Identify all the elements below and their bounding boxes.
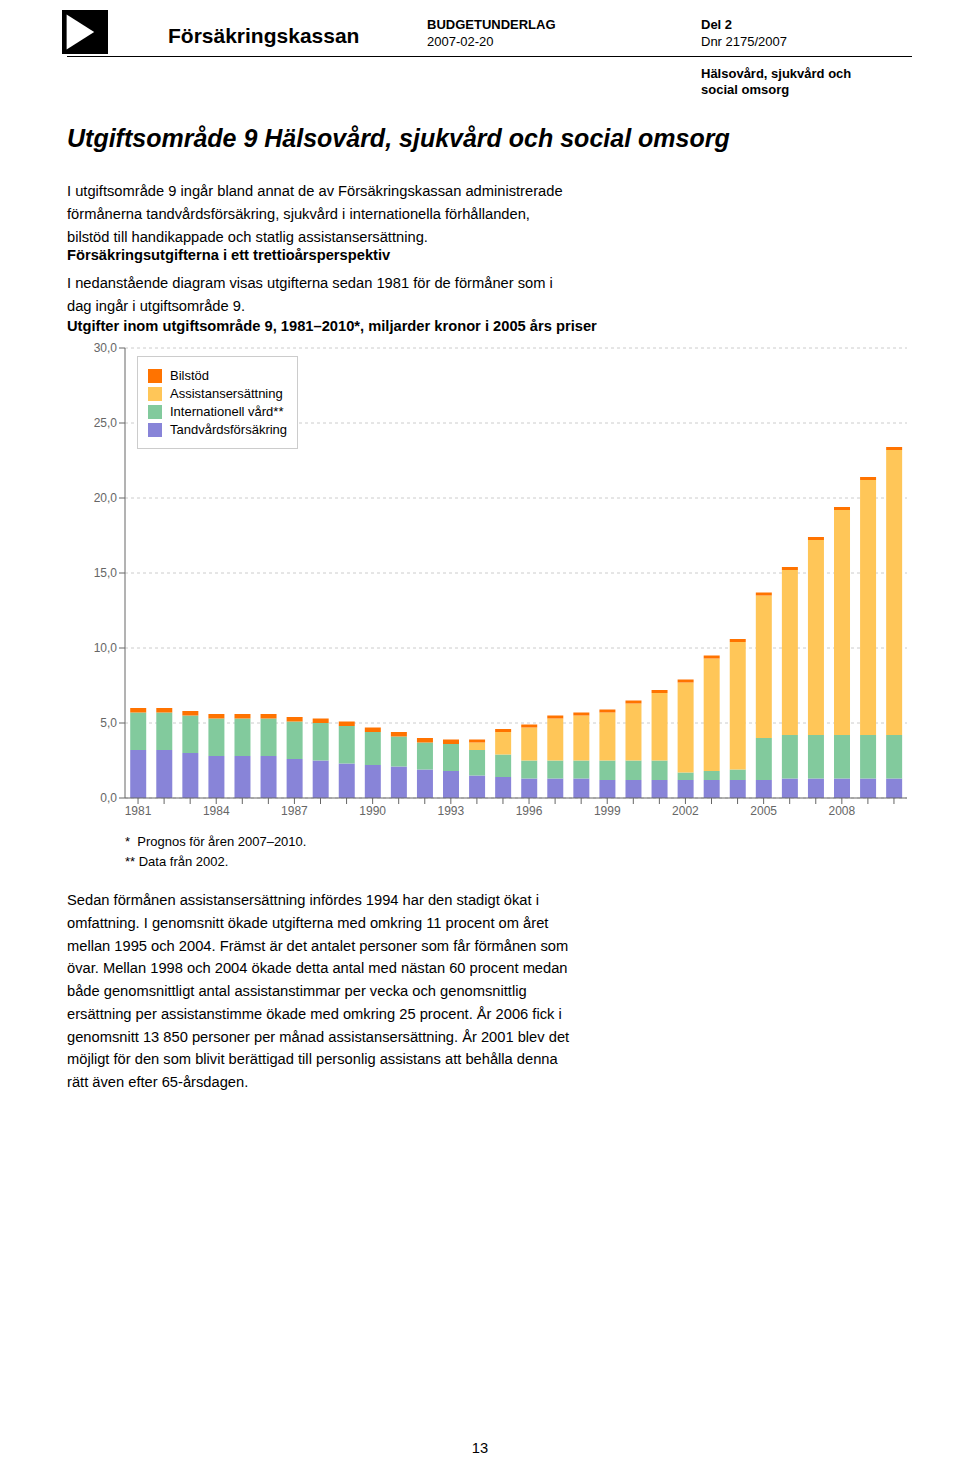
svg-text:1999: 1999: [594, 804, 621, 818]
html-text:Utgifter inom utgiftsområde 9,: Utgifter inom utgiftsområde 9, 1981–2010…: [67, 318, 597, 334]
svg-text:2008: 2008: [828, 804, 855, 818]
svg-text:20,0: 20,0: [94, 491, 118, 505]
svg-text:5,0: 5,0: [100, 716, 117, 730]
html-text:Försäkringsutgifterna i ett tr: Försäkringsutgifterna i ett trettioårspe…: [67, 247, 391, 263]
html-text:Assistansersättning: Assistansersättning: [170, 386, 283, 401]
html-text:Tandvårdsförsäkring: Tandvårdsförsäkring: [170, 422, 288, 437]
svg-text:30,0: 30,0: [94, 341, 118, 355]
html-text:I nedanstående diagram visas u: I nedanstående diagram visas utgifterna …: [67, 275, 553, 314]
html-text:Hälsovård, sjukvård och social: Hälsovård, sjukvård och social omsorg: [701, 66, 852, 98]
svg-text:1987: 1987: [281, 804, 308, 818]
html-text:Sedan förmånen assistansersätt: Sedan förmånen assistansersättning inför…: [67, 892, 570, 1091]
svg-text:10,0: 10,0: [94, 641, 118, 655]
html-text:Dnr 2175/2007: Dnr 2175/2007: [701, 33, 787, 49]
svg-text:1981: 1981: [125, 804, 152, 818]
html-text:Försäkringskassan: Försäkringskassan: [168, 24, 360, 47]
svg-text:25,0: 25,0: [94, 416, 118, 430]
html-text:* Prognos för åren 2007–2010.: * Prognos för åren 2007–2010.: [125, 834, 307, 849]
svg-text:1993: 1993: [437, 804, 464, 818]
html-text:Bilstöd: Bilstöd: [170, 368, 209, 383]
svg-text:0,0: 0,0: [100, 791, 117, 805]
svg-text:2005: 2005: [750, 804, 777, 818]
html-text:Del 2: Del 2: [701, 16, 733, 32]
html-text:2007-02-20: 2007-02-20: [427, 33, 494, 49]
svg-text:1984: 1984: [203, 804, 230, 818]
svg-text:1996: 1996: [516, 804, 543, 818]
html-text:I utgiftsområde 9 ingår bland: I utgiftsområde 9 ingår bland annat de a…: [67, 183, 563, 245]
html-text:13: 13: [471, 1440, 489, 1456]
html-text:BUDGETUNDERLAG: BUDGETUNDERLAG: [427, 16, 556, 32]
svg-text:15,0: 15,0: [94, 566, 118, 580]
html-text:Internationell vård**: Internationell vård**: [170, 404, 284, 419]
svg-text:2002: 2002: [672, 804, 699, 818]
svg-text:1990: 1990: [359, 804, 386, 818]
html-text:** Data från 2002.: ** Data från 2002.: [125, 854, 229, 869]
html-text:Utgiftsområde 9 Hälsovård, sju: Utgiftsområde 9 Hälsovård, sjukvård och …: [67, 124, 730, 152]
